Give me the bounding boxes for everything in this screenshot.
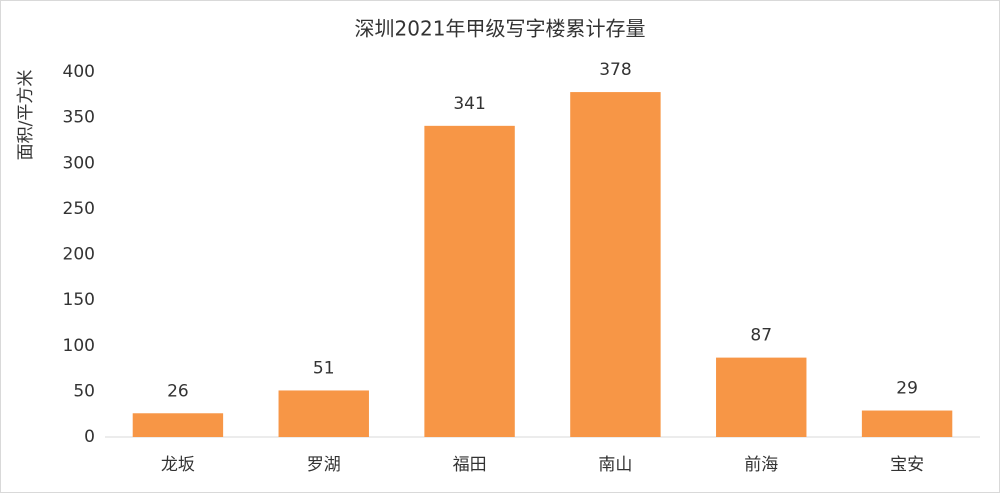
- y-tick-label: 150: [63, 290, 95, 310]
- bar: [861, 410, 953, 437]
- data-label: 29: [896, 379, 918, 399]
- y-tick-label: 250: [63, 199, 95, 219]
- data-label: 26: [167, 381, 189, 401]
- bar: [424, 125, 515, 438]
- y-tick-label: 0: [84, 427, 95, 447]
- data-label: 51: [313, 358, 335, 378]
- x-tick-label: 南山: [598, 455, 632, 475]
- data-label: 378: [599, 60, 631, 80]
- y-tick-label: 300: [63, 153, 95, 173]
- y-axis-label: 面积/平方米: [16, 70, 36, 161]
- bar: [278, 390, 369, 437]
- data-label: 341: [453, 94, 485, 114]
- y-tick-label: 400: [63, 62, 95, 82]
- data-label: 87: [750, 326, 772, 346]
- bar: [716, 357, 807, 437]
- y-tick-label: 200: [63, 245, 95, 265]
- chart-title: 深圳2021年甲级写字楼累计存量: [355, 17, 646, 41]
- x-tick-label: 罗湖: [307, 455, 341, 475]
- x-tick-label: 福田: [453, 455, 487, 475]
- x-tick-label: 宝安: [890, 455, 924, 475]
- y-tick-label: 350: [63, 108, 95, 128]
- y-tick-label: 100: [63, 336, 95, 356]
- bar: [570, 92, 661, 437]
- bar: [132, 413, 224, 437]
- x-tick-label: 龙坂: [161, 455, 195, 475]
- y-tick-label: 50: [73, 381, 95, 401]
- x-tick-label: 前海: [744, 455, 778, 475]
